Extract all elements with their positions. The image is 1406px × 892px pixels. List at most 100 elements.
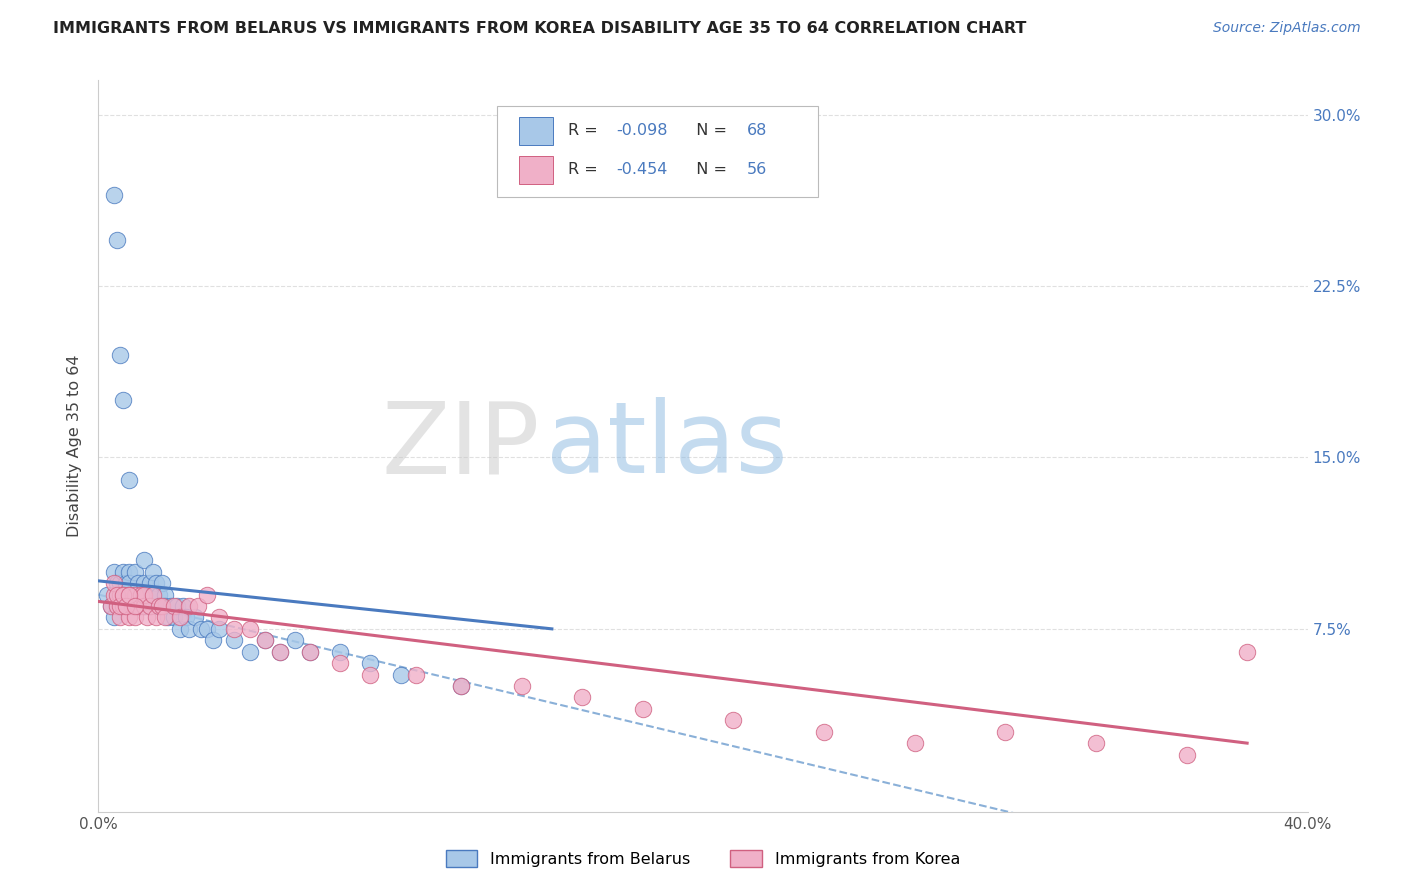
Point [169, 622, 191, 636]
Point [111, 565, 134, 579]
Point [224, 622, 246, 636]
Point [510, 679, 533, 693]
Point [108, 599, 131, 613]
Point [127, 599, 149, 613]
Point [103, 565, 125, 579]
Point [129, 599, 152, 613]
Point [118, 588, 141, 602]
Point [108, 576, 131, 591]
Point [135, 599, 157, 613]
Point [142, 588, 165, 602]
Point [124, 565, 146, 579]
Point [114, 599, 136, 613]
Point [190, 622, 212, 636]
Point [253, 633, 276, 648]
Point [108, 599, 131, 613]
Point [150, 599, 173, 613]
Text: Source: ZipAtlas.com: Source: ZipAtlas.com [1213, 21, 1361, 36]
Point [174, 610, 197, 624]
Point [103, 588, 125, 602]
Point [163, 599, 186, 613]
Point [184, 610, 207, 624]
Point [103, 576, 125, 591]
Point [139, 599, 162, 613]
Text: -0.454: -0.454 [616, 162, 668, 178]
Point [111, 599, 134, 613]
Bar [519, 117, 553, 145]
Point [111, 393, 134, 408]
Point [195, 622, 218, 636]
Point [118, 565, 141, 579]
Point [299, 645, 322, 659]
Point [148, 588, 170, 602]
Point [124, 599, 146, 613]
Point [208, 610, 231, 624]
Point [114, 599, 136, 613]
Point [118, 610, 141, 624]
Point [360, 667, 382, 681]
Point [1175, 747, 1198, 762]
Text: 56: 56 [747, 162, 766, 178]
Point [124, 588, 146, 602]
Point [108, 348, 131, 362]
Point [111, 588, 134, 602]
FancyBboxPatch shape [498, 106, 818, 197]
Point [450, 679, 472, 693]
Point [163, 610, 186, 624]
Point [96, 588, 118, 602]
Point [108, 610, 131, 624]
Text: IMMIGRANTS FROM BELARUS VS IMMIGRANTS FROM KOREA DISABILITY AGE 35 TO 64 CORRELA: IMMIGRANTS FROM BELARUS VS IMMIGRANTS FR… [53, 21, 1026, 37]
Point [108, 588, 131, 602]
Point [135, 588, 157, 602]
Point [105, 233, 128, 247]
Point [111, 588, 134, 602]
Point [329, 656, 352, 670]
Point [450, 679, 472, 693]
Point [208, 622, 231, 636]
Point [142, 565, 165, 579]
Point [127, 576, 149, 591]
Y-axis label: Disability Age 35 to 64: Disability Age 35 to 64 [67, 355, 83, 537]
Text: N =: N = [686, 162, 733, 178]
Point [172, 599, 194, 613]
Point [105, 599, 128, 613]
Point [153, 599, 176, 613]
Point [224, 633, 246, 648]
Point [904, 736, 927, 750]
Point [100, 599, 122, 613]
Point [269, 645, 291, 659]
Point [405, 667, 427, 681]
Point [284, 633, 307, 648]
Point [145, 610, 167, 624]
Point [118, 599, 141, 613]
Point [114, 599, 136, 613]
Text: R =: R = [568, 123, 602, 138]
Point [103, 610, 125, 624]
Text: R =: R = [568, 162, 602, 178]
Point [132, 599, 155, 613]
Point [156, 610, 179, 624]
Point [329, 645, 352, 659]
Point [121, 588, 143, 602]
Point [187, 599, 209, 613]
Legend: Immigrants from Belarus, Immigrants from Korea: Immigrants from Belarus, Immigrants from… [439, 843, 967, 873]
Point [132, 576, 155, 591]
Point [571, 690, 593, 705]
Point [389, 667, 412, 681]
Point [169, 610, 191, 624]
Point [142, 588, 165, 602]
Point [129, 588, 152, 602]
Point [105, 588, 128, 602]
Point [195, 588, 218, 602]
Point [105, 576, 128, 591]
Point [202, 633, 225, 648]
Point [148, 599, 170, 613]
Point [153, 610, 176, 624]
Point [118, 588, 141, 602]
Point [153, 588, 176, 602]
Point [179, 599, 201, 613]
Point [132, 553, 155, 567]
Point [148, 599, 170, 613]
Point [150, 576, 173, 591]
Point [114, 576, 136, 591]
